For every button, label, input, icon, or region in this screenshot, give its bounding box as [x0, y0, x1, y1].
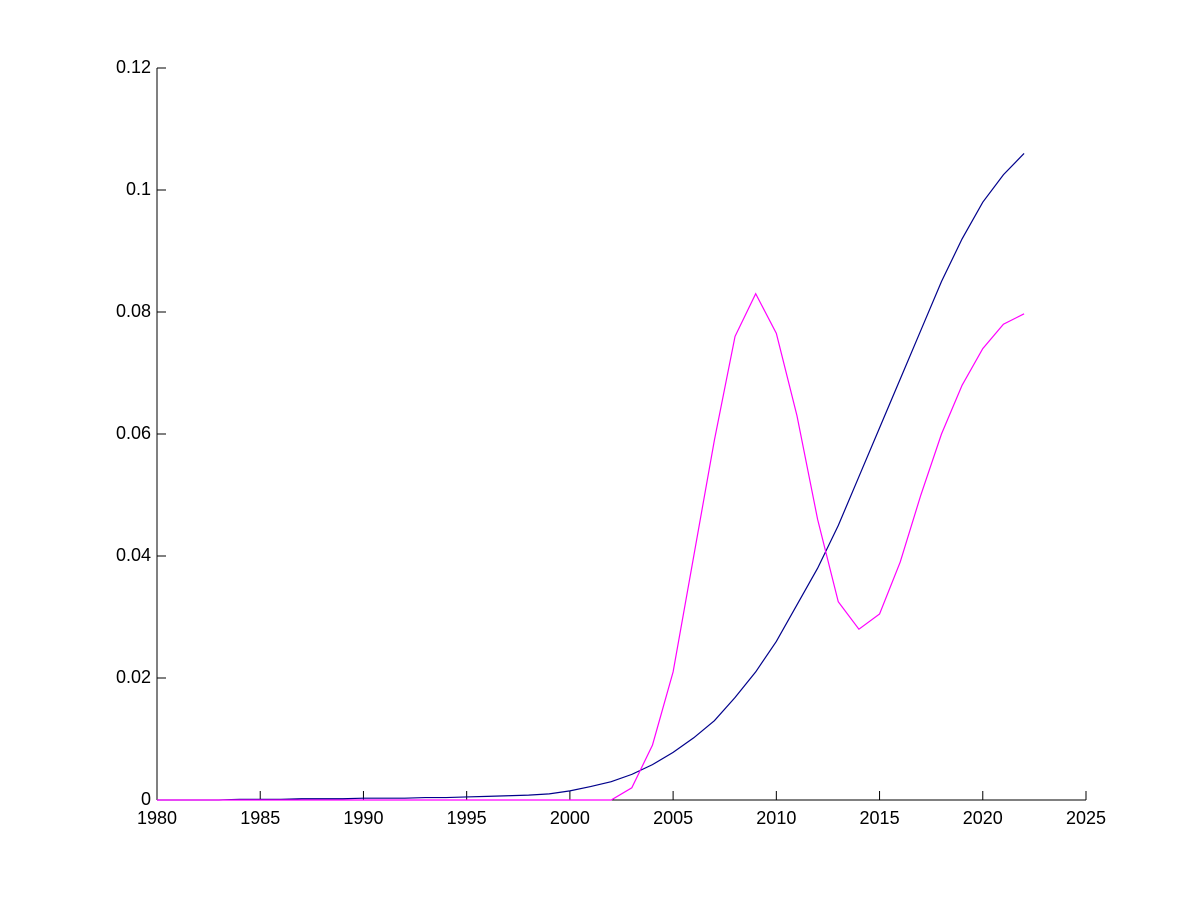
y-tick-label: 0.1: [126, 179, 151, 199]
y-tick-label: 0.02: [116, 667, 151, 687]
x-tick-label: 2005: [653, 808, 693, 828]
x-tick-label: 2025: [1066, 808, 1106, 828]
y-tick-label: 0.06: [116, 423, 151, 443]
x-tick-label: 2000: [550, 808, 590, 828]
series-line: [157, 292, 1025, 801]
series-line: [157, 152, 1025, 801]
x-tick-label: 1995: [447, 808, 487, 828]
x-tick-label: 2010: [756, 808, 796, 828]
y-tick-label: 0.04: [116, 545, 151, 565]
x-tick-label: 1985: [240, 808, 280, 828]
x-tick-label: 1980: [137, 808, 177, 828]
y-tick-label: 0: [141, 789, 151, 809]
x-tick-label: 2020: [963, 808, 1003, 828]
x-tick-label: 2015: [860, 808, 900, 828]
x-tick-label: 1990: [343, 808, 383, 828]
y-tick-label: 0.12: [116, 57, 151, 77]
y-tick-label: 0.08: [116, 301, 151, 321]
